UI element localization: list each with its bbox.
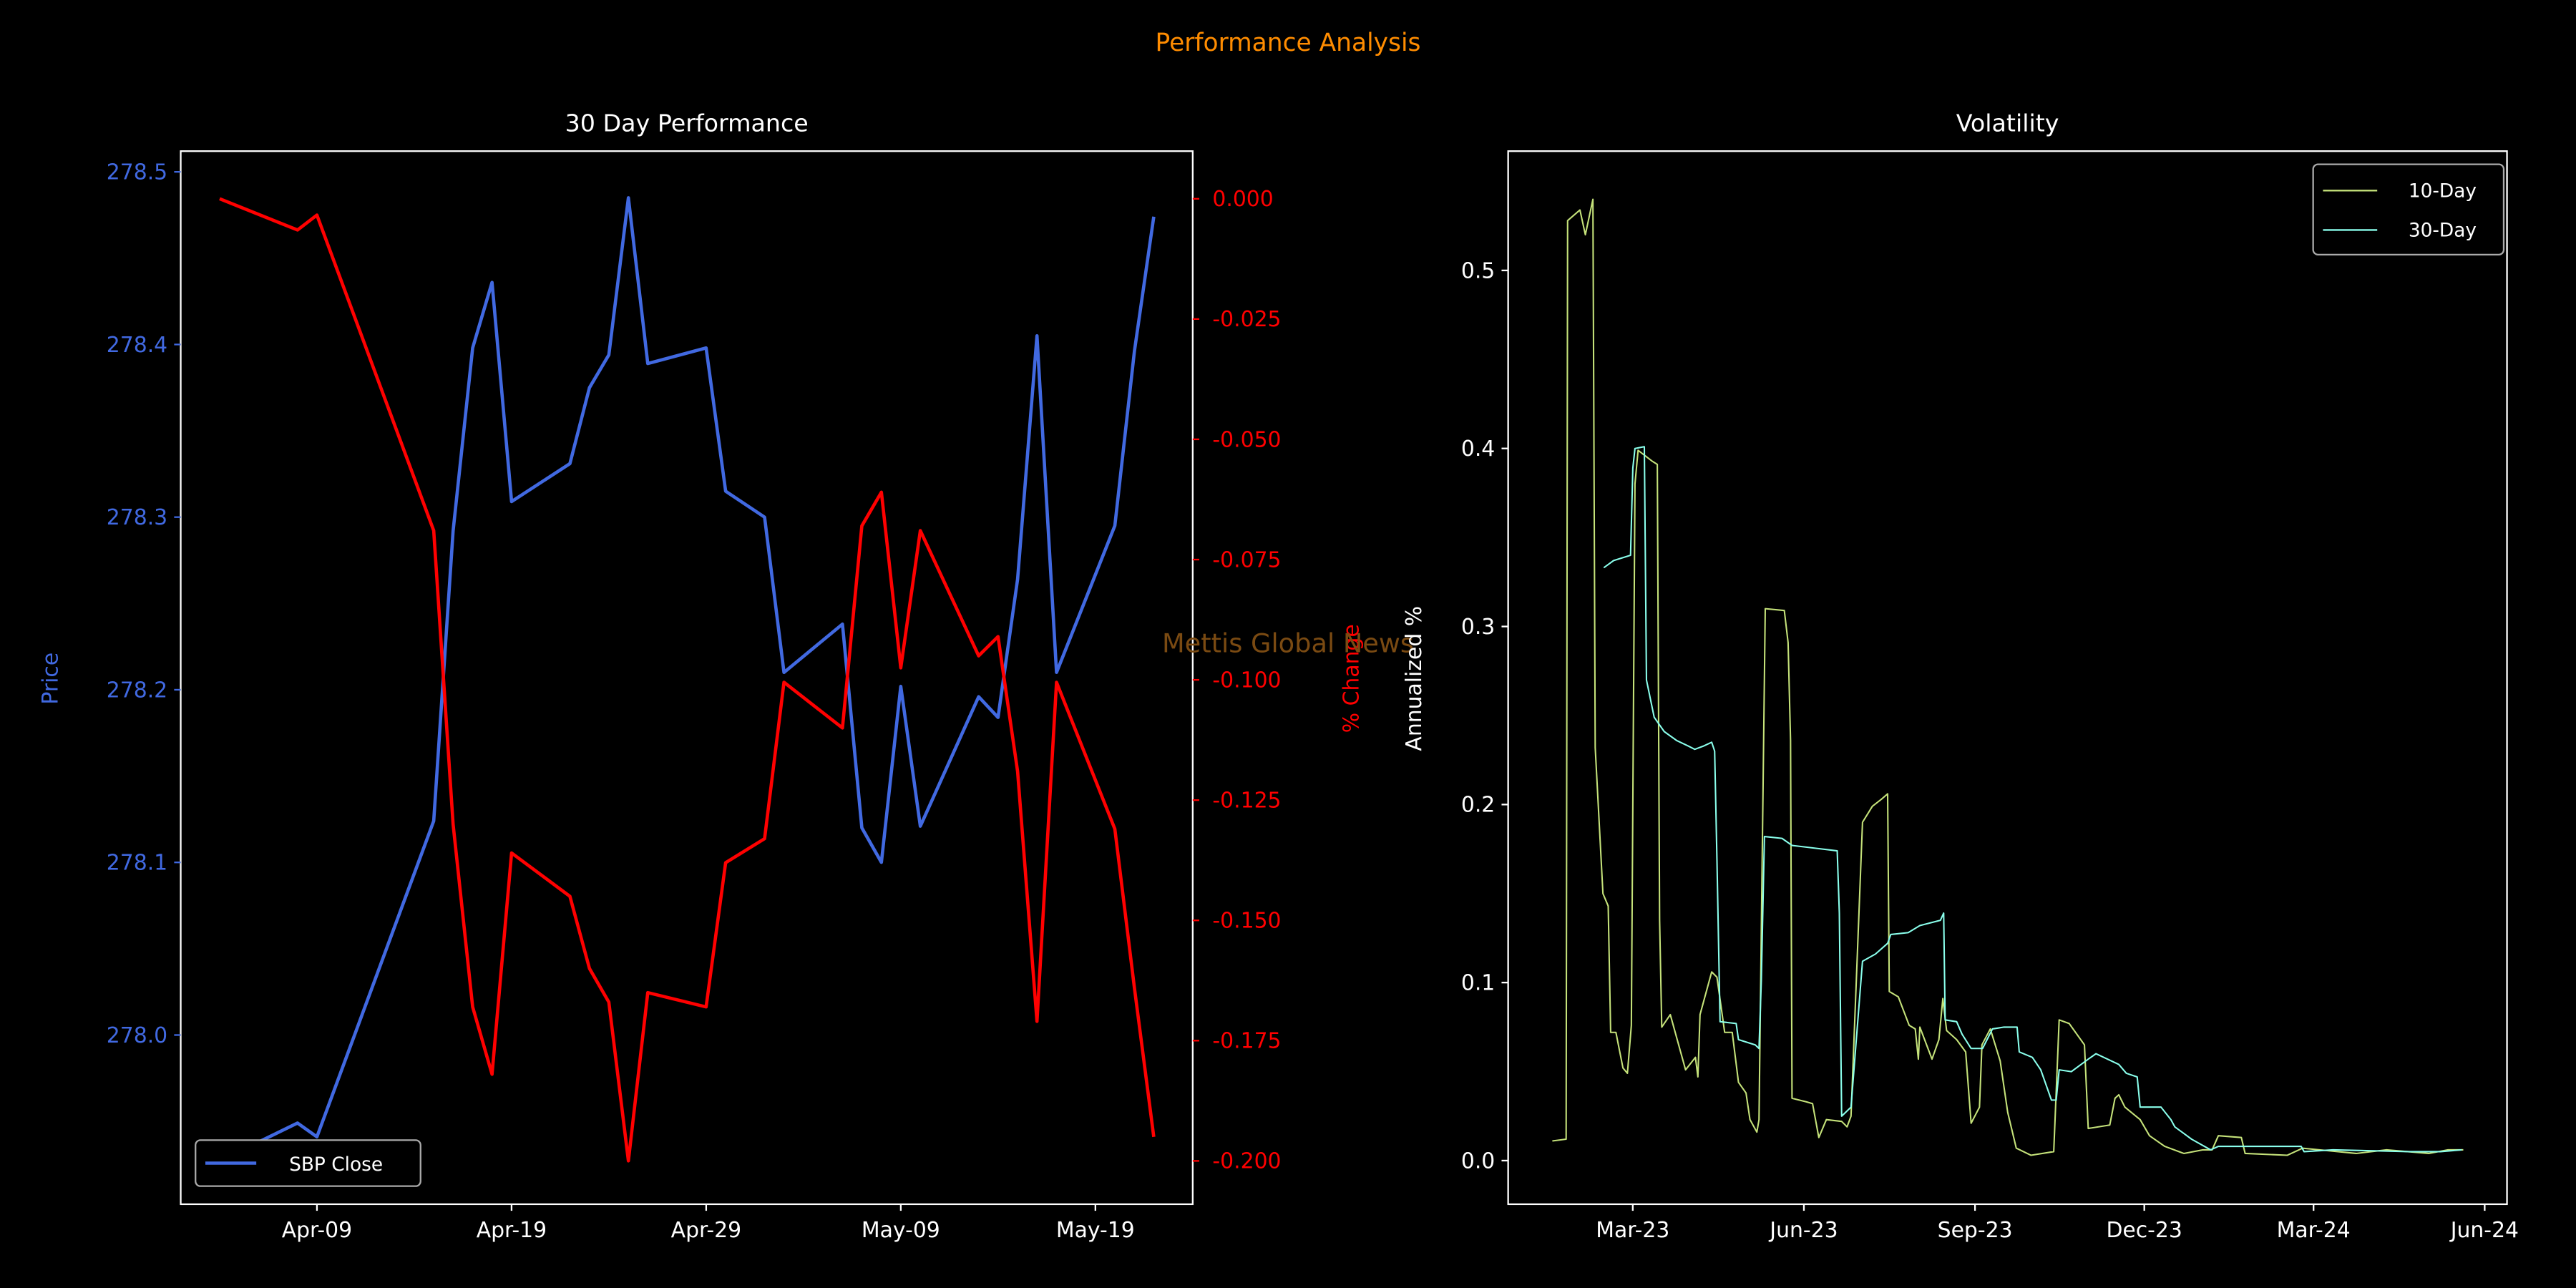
series-line-sbp-close <box>218 196 1156 1163</box>
pct-tick-label: 0.000 <box>1212 187 1273 212</box>
annualized-axis-label: Annualized % <box>1402 606 1427 751</box>
legend-box <box>195 1139 421 1187</box>
legend-label-10-day: 10-Day <box>2409 180 2477 203</box>
price-tick-label: 278.5 <box>107 160 167 185</box>
y-tick-label: 0.3 <box>1461 615 1495 640</box>
series-line-10-day <box>1552 198 2464 1156</box>
y-tick-label: 0.2 <box>1461 793 1495 818</box>
pct-tick-label: -0.125 <box>1212 789 1281 814</box>
y-tick-label: 0.4 <box>1461 436 1495 462</box>
x-tick-label: Apr-09 <box>282 1218 352 1243</box>
x-tick-label: Mar-23 <box>1596 1218 1669 1243</box>
price-tick-label: 278.1 <box>107 851 167 876</box>
pct-tick-label: -0.175 <box>1212 1029 1281 1054</box>
x-tick-label: Apr-19 <box>477 1218 547 1243</box>
x-tick-label: May-19 <box>1056 1218 1135 1243</box>
volatility-plot-frame <box>1507 150 2508 1206</box>
suptitle: Performance Analysis <box>1156 29 1421 57</box>
performance-lines <box>218 196 1156 1163</box>
pct-tick-label: -0.200 <box>1212 1149 1281 1174</box>
x-tick-label: Jun-24 <box>2449 1218 2519 1243</box>
x-tick-label: Jun-23 <box>1768 1218 1838 1243</box>
price-tick-label: 278.3 <box>107 505 167 530</box>
pct-tick-label: -0.050 <box>1212 427 1281 452</box>
legend-box <box>2312 163 2505 256</box>
price-tick-label: 278.0 <box>107 1023 167 1048</box>
series-line-30-day <box>1603 446 2462 1153</box>
pct-change-axis-label: % Change <box>1340 624 1365 733</box>
pct-tick-label: -0.150 <box>1212 909 1281 934</box>
x-tick-label: Mar-24 <box>2277 1218 2351 1243</box>
performance-chart: 30 Day Performance Apr-09 Apr-19 Apr-29 May… <box>38 109 1364 1243</box>
x-tick-label: May-09 <box>862 1218 940 1243</box>
volatility-legend: 10-Day 30-Day <box>2312 163 2505 256</box>
performance-plot-frame <box>180 150 1194 1206</box>
watermark: Mettis Global News <box>1162 628 1414 658</box>
y-tick-label: 0.0 <box>1461 1148 1495 1174</box>
price-tick-label: 278.2 <box>107 678 167 703</box>
volatility-chart: Volatility Mar-23 Jun-23 Sep-23 Dec-23 Mar-2… <box>1402 109 2519 1243</box>
pct-tick-label: -0.075 <box>1212 547 1281 572</box>
volatility-chart-title: Volatility <box>1956 109 2059 137</box>
performance-chart-title: 30 Day Performance <box>565 109 809 137</box>
volatility-lines <box>1552 198 2464 1156</box>
performance-legend: SBP Close <box>195 1139 421 1187</box>
y-tick-label: 0.5 <box>1461 258 1495 283</box>
legend-label-sbp-close: SBP Close <box>289 1153 383 1176</box>
x-tick-label: Sep-23 <box>1938 1218 2013 1243</box>
legend-label-30-day: 30-Day <box>2409 220 2477 242</box>
series-line--change <box>219 197 1156 1163</box>
y-tick-label: 0.1 <box>1461 970 1495 995</box>
performance-ticks: Apr-09 Apr-19 Apr-29 May-09 May-19 278.0 278.1… <box>107 160 1282 1243</box>
price-tick-label: 278.4 <box>107 333 167 358</box>
volatility-ticks: Mar-23 Jun-23 Sep-23 Dec-23 Mar-24 Jun-24 0.0 0… <box>1461 258 2519 1243</box>
x-tick-label: Apr-29 <box>671 1218 741 1243</box>
x-tick-label: Dec-23 <box>2106 1218 2182 1243</box>
price-axis-label: Price <box>38 653 63 705</box>
pct-tick-label: -0.100 <box>1212 668 1281 693</box>
pct-tick-label: -0.025 <box>1212 307 1281 332</box>
